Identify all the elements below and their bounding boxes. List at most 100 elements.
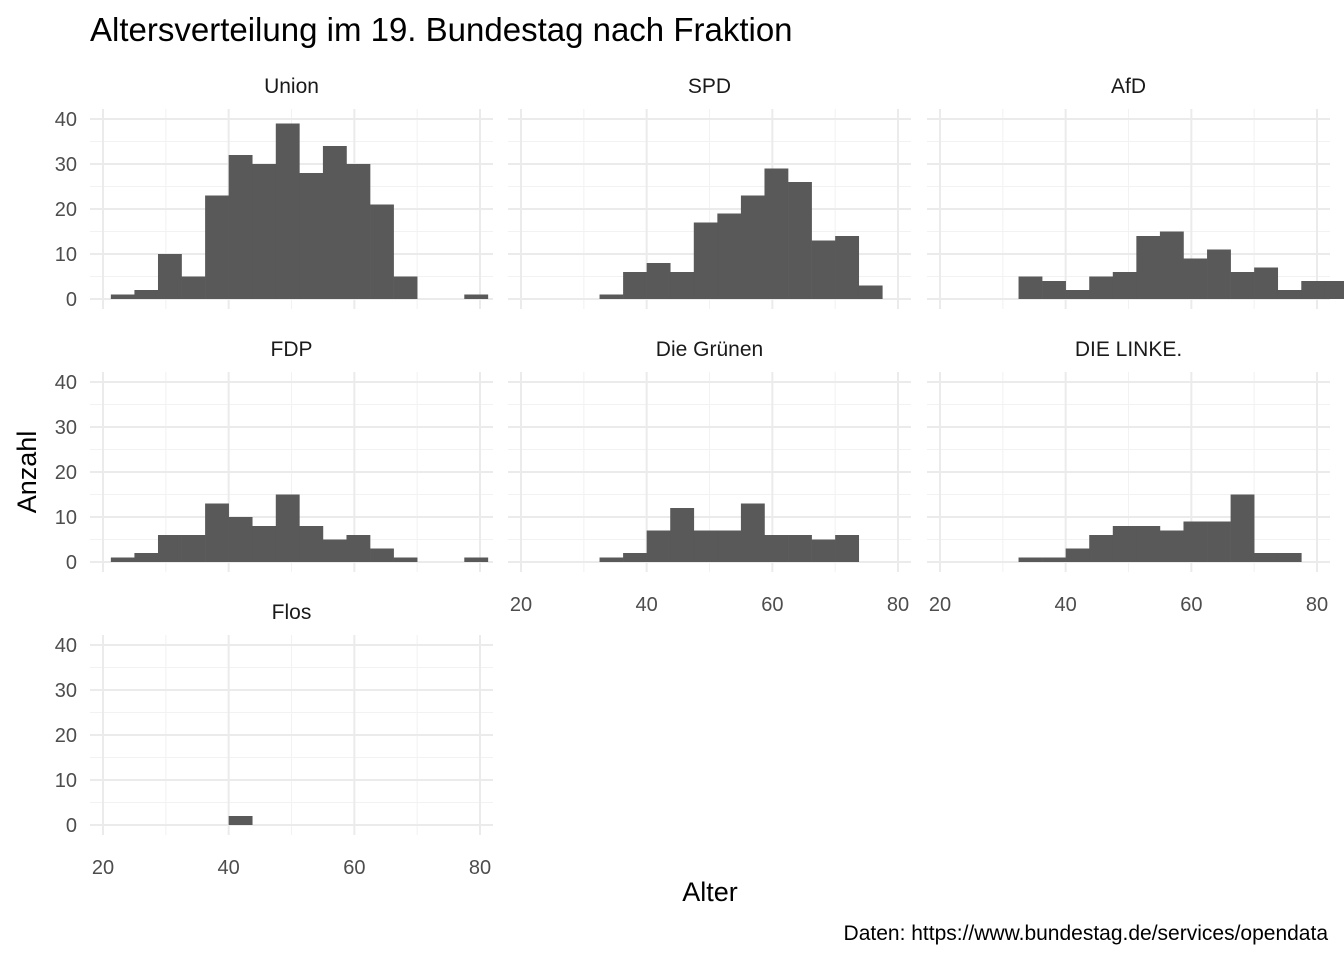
- histogram-bar: [670, 508, 695, 562]
- y-tick-label: 20: [55, 199, 77, 221]
- histogram-bar: [623, 272, 647, 299]
- histogram-bar: [370, 204, 394, 299]
- histogram-bar: [252, 526, 277, 562]
- histogram-bar: [1207, 249, 1231, 299]
- histogram-bar: [599, 294, 624, 299]
- x-tick-label: 60: [1180, 594, 1202, 616]
- facet-label: Union: [264, 75, 319, 98]
- histogram-bar: [1089, 535, 1114, 562]
- x-tick-label: 20: [929, 594, 951, 616]
- histogram-bar: [346, 535, 371, 562]
- histogram-bar: [670, 272, 695, 299]
- facet-panel-5: Die Grünen 20 40 60 80: [508, 338, 911, 616]
- histogram-bar: [346, 164, 371, 299]
- histogram-bar: [1112, 526, 1137, 562]
- histogram-bar: [228, 816, 253, 825]
- histogram-bar: [322, 539, 347, 562]
- facet-panels: Union 0 10 20 30 40 SPD AfD FDP 0 10 20 30 40 Die Grün…: [55, 75, 1344, 879]
- x-tick-label: 40: [1055, 594, 1077, 616]
- facet-label: FDP: [271, 338, 313, 361]
- x-tick-label: 40: [636, 594, 658, 616]
- facet-panel-2: SPD: [508, 75, 911, 309]
- histogram-bar: [1254, 267, 1279, 299]
- histogram-bar: [299, 526, 324, 562]
- histogram-bar: [110, 294, 135, 299]
- y-tick-label: 30: [55, 680, 77, 702]
- y-tick-label: 10: [55, 244, 77, 266]
- histogram-bar: [322, 146, 347, 299]
- facet-panel-7: Flos 0 10 20 30 40 20 40 60 80: [55, 601, 493, 879]
- histogram-bar: [157, 535, 182, 562]
- x-tick-label: 60: [761, 594, 783, 616]
- histogram-bar: [110, 557, 135, 562]
- histogram-bar: [1136, 236, 1161, 299]
- histogram-bar: [811, 539, 836, 562]
- y-tick-label: 30: [55, 154, 77, 176]
- histogram-bar: [646, 530, 671, 562]
- histogram-bar: [1159, 530, 1184, 562]
- histogram-bar: [1230, 494, 1255, 562]
- histogram-bar: [228, 517, 253, 562]
- y-tick-label: 20: [55, 462, 77, 484]
- histogram-bar: [740, 195, 765, 299]
- x-tick-label: 40: [218, 857, 240, 879]
- histogram-bar: [835, 236, 860, 299]
- histogram-bar: [764, 168, 789, 299]
- histogram-bar: [788, 182, 812, 299]
- facet-label: DIE LINKE.: [1075, 338, 1182, 361]
- histogram-bar: [693, 222, 718, 299]
- histogram-bar: [228, 155, 253, 299]
- histogram-bar: [811, 240, 836, 299]
- histogram-bar: [1089, 276, 1114, 299]
- x-tick-label: 60: [343, 857, 365, 879]
- histogram-bar: [1277, 553, 1302, 562]
- y-tick-label: 10: [55, 770, 77, 792]
- histogram-bar: [740, 503, 765, 562]
- histogram-bar: [693, 530, 718, 562]
- histogram-bar: [1159, 231, 1184, 299]
- histogram-bar: [1112, 272, 1137, 299]
- chart-caption: Daten: https://www.bundestag.de/services…: [844, 922, 1329, 945]
- histogram-bar: [1183, 521, 1208, 562]
- histogram-bar: [1065, 548, 1090, 562]
- histogram-bar: [599, 557, 624, 562]
- y-tick-label: 40: [55, 635, 77, 657]
- histogram-bar: [464, 557, 489, 562]
- y-tick-label: 0: [66, 552, 77, 574]
- histogram-bar: [134, 553, 159, 562]
- chart-title: Altersverteilung im 19. Bundestag nach F…: [90, 11, 793, 48]
- histogram-bar: [717, 213, 742, 299]
- facet-panel-4: FDP 0 10 20 30 40: [55, 338, 493, 574]
- y-axis-title: Anzahl: [12, 431, 42, 514]
- histogram-bar: [1018, 557, 1043, 562]
- histogram-bar: [370, 548, 394, 562]
- histogram-bar: [858, 285, 883, 299]
- facet-panel-1: Union 0 10 20 30 40: [55, 75, 493, 311]
- histogram-bar: [393, 557, 418, 562]
- histogram-bar: [1018, 276, 1043, 299]
- y-tick-label: 10: [55, 507, 77, 529]
- facet-panel-3: AfD: [927, 75, 1344, 309]
- histogram-bar: [717, 530, 742, 562]
- histogram-bar: [1065, 290, 1090, 299]
- facet-label: Die Grünen: [656, 338, 763, 361]
- histogram-bar: [1230, 272, 1255, 299]
- histogram-bar: [205, 195, 229, 299]
- histogram-bar: [275, 494, 300, 562]
- histogram-bar: [1324, 281, 1344, 299]
- x-tick-label: 80: [469, 857, 491, 879]
- histogram-bar: [205, 503, 229, 562]
- y-tick-label: 0: [66, 289, 77, 311]
- histogram-bar: [134, 290, 159, 299]
- histogram-bar: [835, 535, 860, 562]
- facet-label: AfD: [1111, 75, 1146, 98]
- histogram-bar: [646, 263, 671, 299]
- histogram-bar: [181, 535, 206, 562]
- histogram-bar: [299, 173, 324, 299]
- histogram-bar: [1254, 553, 1279, 562]
- x-tick-label: 20: [510, 594, 532, 616]
- facet-label: SPD: [688, 75, 731, 98]
- histogram-bar: [393, 276, 418, 299]
- histogram-bar: [1042, 557, 1066, 562]
